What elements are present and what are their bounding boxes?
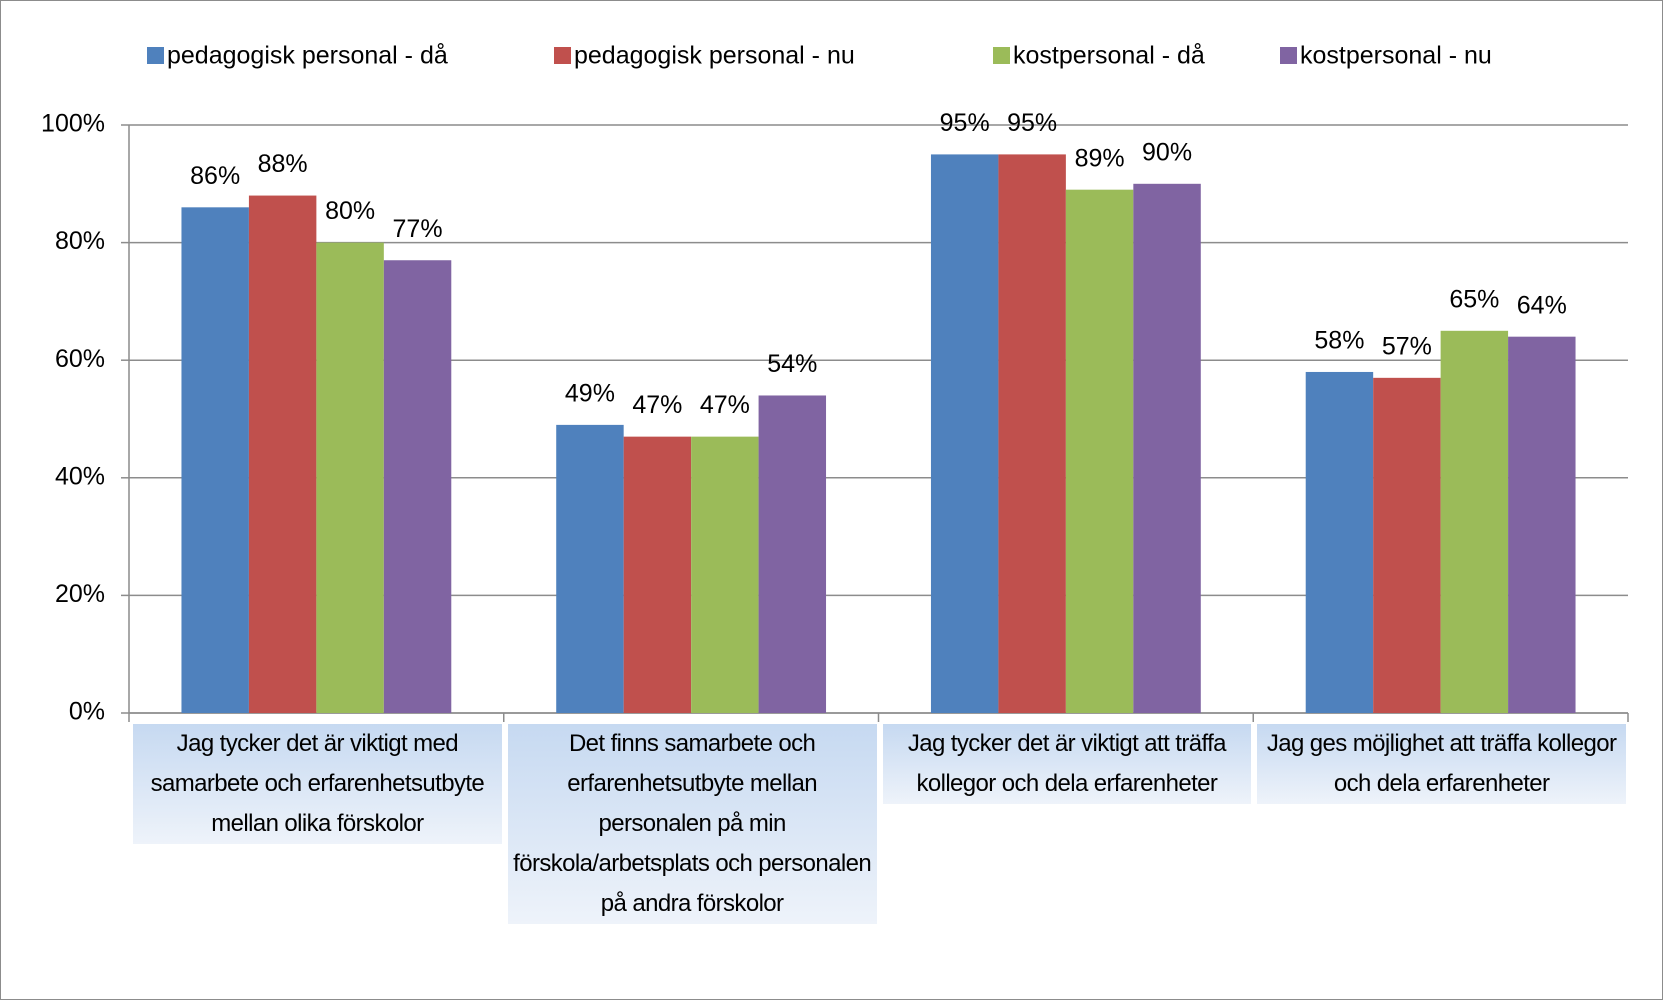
bar: [248, 195, 317, 713]
legend-label: pedagogisk personal - nu: [574, 42, 855, 70]
bar: [556, 424, 624, 713]
data-label: 95%: [940, 109, 990, 137]
legend-label: kostpersonal - då: [1013, 42, 1205, 70]
data-label: 58%: [1314, 327, 1364, 355]
legend-label: pedagogisk personal - då: [167, 42, 448, 70]
legend-swatch: [554, 47, 571, 64]
y-tick-label: 60%: [55, 345, 105, 373]
bar: [623, 436, 692, 713]
legend-swatch: [1280, 47, 1297, 64]
data-label: 90%: [1142, 138, 1192, 166]
bar: [1440, 330, 1509, 713]
y-tick-label: 80%: [55, 227, 105, 255]
bar: [1133, 183, 1201, 714]
data-label: 54%: [767, 350, 817, 378]
bar: [1065, 189, 1134, 713]
x-tick-label: Jag tycker det är viktigt med samarbete …: [133, 724, 502, 844]
y-tick-label: 100%: [41, 110, 105, 138]
legend-swatch: [147, 47, 164, 64]
legend-swatch: [993, 47, 1010, 64]
y-tick-label: 40%: [55, 462, 105, 490]
data-label: 89%: [1075, 144, 1125, 172]
bar: [316, 242, 384, 713]
bar: [930, 154, 999, 713]
bar: [1305, 371, 1374, 713]
bar: [1373, 377, 1441, 713]
bar: [1508, 336, 1576, 713]
legend-label: kostpersonal - nu: [1300, 42, 1492, 70]
bar: [758, 395, 827, 713]
data-label: 95%: [1007, 109, 1057, 137]
data-label: 77%: [393, 215, 443, 243]
x-tick-label: Jag ges möjlighet att träffa kollegor oc…: [1257, 724, 1626, 804]
data-label: 64%: [1517, 291, 1567, 319]
x-tick-label: Det finns samarbete och erfarenhetsutbyt…: [507, 724, 877, 924]
data-label: 65%: [1449, 285, 1499, 313]
bar: [691, 436, 759, 713]
data-label: 57%: [1382, 332, 1432, 360]
x-tick-label: Jag tycker det är viktigt att träffa kol…: [882, 724, 1252, 804]
data-label: 49%: [565, 379, 615, 407]
bar: [383, 260, 452, 713]
bar: [181, 207, 249, 713]
data-label: 80%: [325, 197, 375, 225]
data-label: 47%: [700, 391, 750, 419]
y-tick-label: 0%: [69, 698, 105, 726]
data-label: 47%: [632, 391, 682, 419]
data-label: 86%: [190, 162, 240, 190]
y-tick-label: 20%: [55, 580, 105, 608]
bar: [998, 154, 1066, 713]
data-label: 88%: [258, 150, 308, 178]
